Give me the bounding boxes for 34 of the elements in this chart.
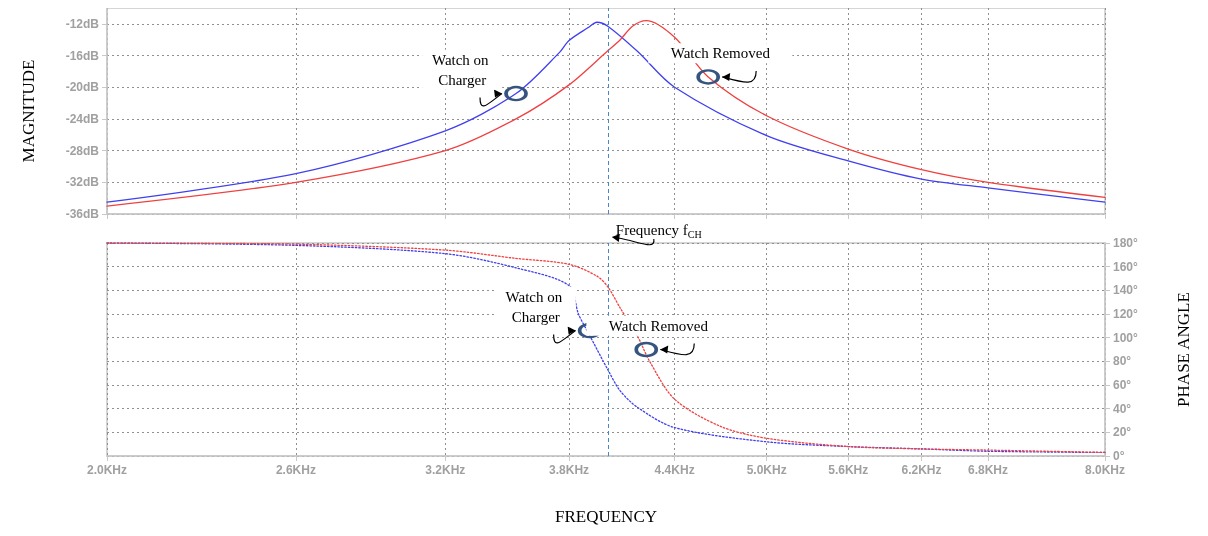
y-axis-title: PHASE ANGLE <box>1174 292 1193 407</box>
x-tick-label: 3.8KHz <box>549 463 590 477</box>
x-tick-label: 6.8KHz <box>967 463 1009 477</box>
y-tick-label: -16dB <box>65 48 100 63</box>
y-tick-label: 160° <box>1113 259 1139 274</box>
y-tick-label: -24dB <box>65 111 100 126</box>
y-tick-label: -20dB <box>65 80 100 95</box>
y-tick-label: -12dB <box>65 16 100 31</box>
x-tick-label: 6.2KHz <box>901 463 942 477</box>
y-tick-label: 20° <box>1113 425 1132 440</box>
x-tick-label: 2.0KHz <box>86 463 128 477</box>
y-tick-label: 100° <box>1113 330 1139 345</box>
annotation: Watch Removed <box>670 45 771 62</box>
annotation: Watch Removed <box>608 317 709 334</box>
y-tick-label: 0° <box>1113 449 1125 463</box>
y-tick-label: 80° <box>1113 354 1132 369</box>
x-tick-label: 5.6KHz <box>828 463 869 477</box>
annotation: Watch on Charger <box>505 288 566 325</box>
x-axis-title: FREQUENCY <box>554 507 658 526</box>
y-tick-label: -32dB <box>65 175 100 190</box>
y-tick-label: 140° <box>1113 283 1139 298</box>
y-tick-label: -28dB <box>65 143 100 158</box>
x-tick-label: 4.4KHz <box>654 463 695 477</box>
y-tick-label: 120° <box>1113 307 1139 321</box>
annotation: Watch on Charger <box>431 51 493 88</box>
x-tick-label: 2.6KHz <box>275 463 316 477</box>
y-tick-label: 40° <box>1113 401 1132 416</box>
y-tick-label: 180° <box>1113 236 1139 250</box>
y-axis-title: MAGNITUDE <box>19 59 38 163</box>
x-tick-label: 5.0KHz <box>746 463 787 477</box>
y-tick-label: -36dB <box>65 207 100 221</box>
x-tick-label: 3.2KHz <box>425 463 466 477</box>
x-tick-label: 8.0KHz <box>1084 463 1126 477</box>
y-tick-label: 60° <box>1113 378 1132 392</box>
